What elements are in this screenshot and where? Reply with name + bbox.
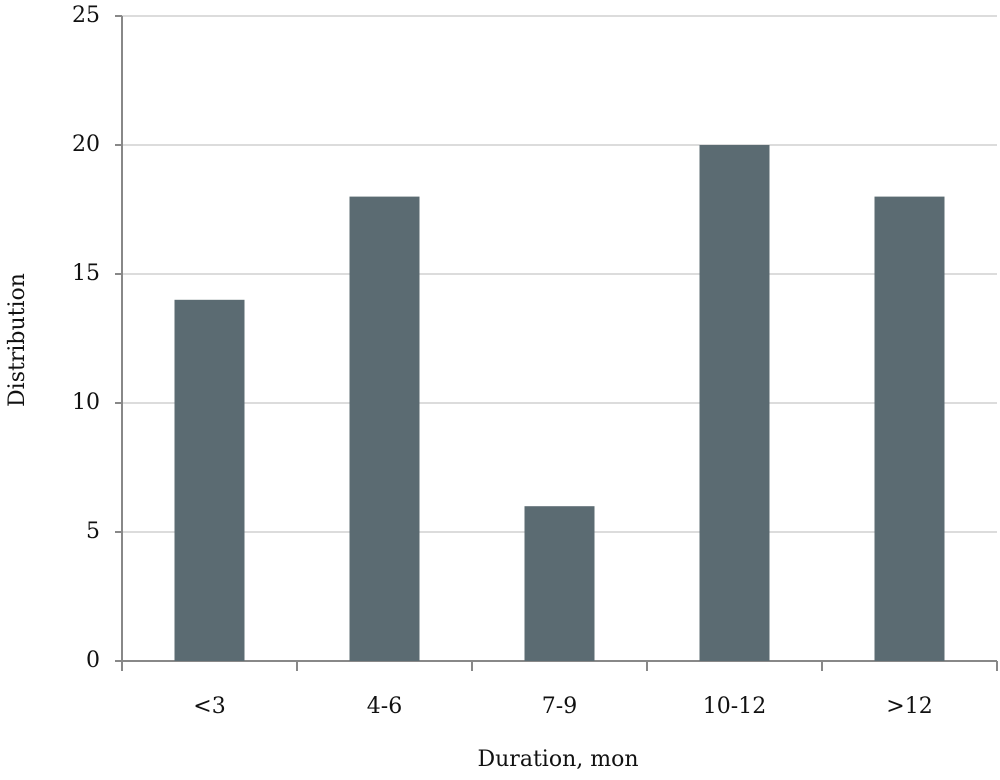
y-axis-label: Distribution [5, 273, 30, 407]
x-tick-label: 4-6 [367, 694, 402, 719]
x-tick-label: >12 [886, 694, 932, 719]
x-tick-label: <3 [193, 694, 225, 719]
bar [349, 196, 420, 661]
y-tick-label: 25 [72, 3, 100, 28]
bar [699, 145, 770, 661]
bar [174, 299, 245, 661]
bar [874, 196, 945, 661]
y-tick-label: 15 [72, 261, 100, 286]
bar [524, 506, 595, 661]
x-axis-label: Duration, mon [478, 747, 639, 772]
x-tick-label: 7-9 [542, 694, 577, 719]
y-tick-label: 10 [72, 390, 100, 415]
y-tick-label: 0 [86, 648, 100, 673]
y-tick-label: 20 [72, 132, 100, 157]
x-tick-label: 10-12 [703, 694, 766, 719]
y-tick-label: 5 [86, 519, 100, 544]
